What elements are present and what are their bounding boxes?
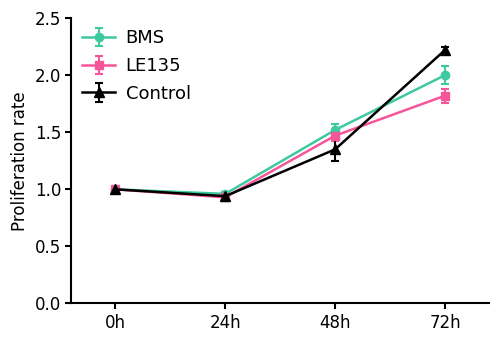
Legend: BMS, LE135, Control: BMS, LE135, Control: [75, 22, 198, 110]
Y-axis label: Proliferation rate: Proliferation rate: [11, 91, 29, 230]
